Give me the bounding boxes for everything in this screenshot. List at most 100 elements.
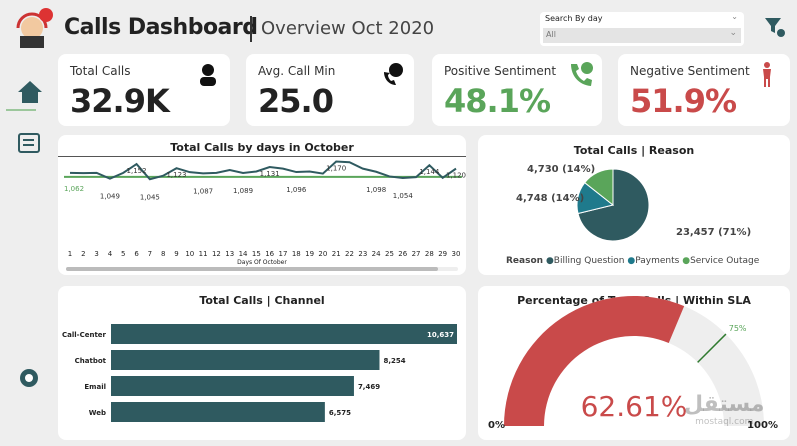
kpi-card-avg-call-min: Avg. Call Min 25.0 xyxy=(246,54,414,126)
x-tick-label: 7 xyxy=(148,250,152,258)
bar-value-label: 6,575 xyxy=(329,409,351,417)
kpi-value: 32.9K xyxy=(70,82,170,120)
x-tick-label: 17 xyxy=(279,250,288,258)
kpi-value: 51.9% xyxy=(630,82,737,120)
active-page-indicator xyxy=(6,109,36,111)
gauge-target-label: 75% xyxy=(729,324,747,333)
x-tick-label: 19 xyxy=(305,250,314,258)
reference-line-label: 1,062 xyxy=(64,185,84,193)
day-filter-slicer[interactable]: Search By day ⌄ All ⌄ xyxy=(540,12,744,46)
data-label: 1,096 xyxy=(286,186,307,194)
headset-user-icon xyxy=(198,62,218,90)
kpi-label: Positive Sentiment xyxy=(444,64,557,78)
data-label: 1,170 xyxy=(326,165,346,173)
details-page-icon[interactable] xyxy=(16,130,42,160)
bar-value-label: 8,254 xyxy=(383,357,405,365)
bar xyxy=(111,350,380,370)
x-tick-label: 9 xyxy=(174,250,178,258)
data-label: 1,045 xyxy=(140,193,160,201)
clear-filter-icon[interactable] xyxy=(764,16,786,38)
kpi-label: Total Calls xyxy=(70,64,131,78)
home-icon[interactable] xyxy=(16,78,44,110)
x-tick-label: 13 xyxy=(225,250,234,258)
x-tick-label: 23 xyxy=(358,250,367,258)
series-line xyxy=(69,160,457,181)
x-axis-title: Days Of October xyxy=(237,259,287,266)
page-title: Calls Dashboard xyxy=(64,15,258,40)
x-tick-label: 18 xyxy=(292,250,301,258)
kpi-label: Negative Sentiment xyxy=(630,64,750,78)
kpi-card-positive-sentiment: Positive Sentiment 48.1% xyxy=(432,54,602,126)
watermark: مستقل mostaql.com xyxy=(684,392,765,427)
x-tick-label: 30 xyxy=(452,250,461,258)
pie-data-label: 4,730 (14%) xyxy=(527,164,595,175)
data-label: 1,098 xyxy=(366,186,386,194)
legend-title: Reason xyxy=(506,256,544,266)
x-tick-label: 16 xyxy=(265,250,274,258)
x-tick-label: 14 xyxy=(239,250,248,258)
x-tick-label: 27 xyxy=(412,250,421,258)
bar xyxy=(111,376,354,396)
filter-label: Search By day xyxy=(545,14,603,23)
chart-title: Total Calls by days in October xyxy=(170,141,354,154)
x-tick-label: 28 xyxy=(425,250,434,258)
kpi-card-negative-sentiment: Negative Sentiment 51.9% xyxy=(618,54,790,126)
pie-data-label: 4,748 (14%) xyxy=(516,193,584,204)
x-tick-label: 21 xyxy=(332,250,341,258)
y-category-label: Web xyxy=(89,409,106,417)
x-tick-label: 12 xyxy=(212,250,221,258)
angry-person-icon xyxy=(758,60,776,92)
data-label: 1,123 xyxy=(166,171,186,179)
gauge-min-label: 0% xyxy=(488,420,505,431)
phone-clock-icon xyxy=(382,62,404,90)
filter-value: All xyxy=(546,30,556,39)
data-label: 1,120 xyxy=(446,172,466,180)
happy-phone-icon xyxy=(568,60,594,92)
chart-title: Total Calls | Reason xyxy=(573,144,695,157)
x-tick-label: 3 xyxy=(94,250,98,258)
data-label: 1,087 xyxy=(193,187,213,195)
y-category-label: Email xyxy=(84,383,106,391)
x-tick-label: 1 xyxy=(68,250,72,258)
data-label: 1,049 xyxy=(100,193,120,201)
pie-data-label: 23,457 (71%) xyxy=(676,227,751,238)
bar xyxy=(111,324,457,344)
pie-chart: 23,457 (71%) 4,748 (14%) 4,730 (14%) xyxy=(516,164,751,242)
chart-title: Total Calls | Channel xyxy=(199,294,325,307)
kpi-label: Avg. Call Min xyxy=(258,64,336,78)
filter-dropdown[interactable]: All ⌄ xyxy=(543,28,741,43)
gauge-target-line xyxy=(697,333,727,363)
gauge-value: 62.61% xyxy=(580,390,688,423)
kpi-card-total-calls: Total Calls 32.9K xyxy=(58,54,230,126)
data-label: 1,152 xyxy=(127,167,147,175)
chevron-down-icon: ⌄ xyxy=(729,28,737,38)
legend-item: Payments xyxy=(635,256,680,266)
x-tick-label: 29 xyxy=(438,250,447,258)
bar xyxy=(111,402,325,422)
x-tick-label: 25 xyxy=(385,250,394,258)
bar-value-label: 7,469 xyxy=(358,383,380,391)
gauge-chart: 75% xyxy=(504,296,764,426)
x-tick-label: 11 xyxy=(199,250,208,258)
x-tick-label: 22 xyxy=(345,250,354,258)
x-tick-label: 15 xyxy=(252,250,261,258)
logo-icon xyxy=(8,6,58,48)
title-divider xyxy=(250,16,252,42)
y-category-label: Chatbot xyxy=(75,357,107,365)
chevron-down-icon: ⌄ xyxy=(731,12,738,21)
legend-item: Service Outage xyxy=(690,256,760,266)
bar-chart-card: Total Calls | Channel Call-Center 10,637 C… xyxy=(58,286,466,440)
x-tick-label: 6 xyxy=(134,250,139,258)
gauge-card: Percentage of Total Calls | Within SLA 7… xyxy=(478,286,790,440)
x-tick-label: 4 xyxy=(108,250,113,258)
data-label: 1,054 xyxy=(393,192,414,200)
line-chart-card: Total Calls by days in October 1,062 1 2 3 4… xyxy=(58,135,466,275)
kpi-value: 25.0 xyxy=(258,82,334,120)
pie-chart-card: Total Calls | Reason 23,457 (71%) 4,748 (… xyxy=(478,135,790,275)
gauge-fill xyxy=(504,296,685,426)
x-tick-label: 24 xyxy=(372,250,381,258)
pie-slice xyxy=(584,168,614,207)
support-agent-icon[interactable] xyxy=(16,366,42,394)
horizontal-scrollbar[interactable] xyxy=(66,267,458,271)
page-subtitle: Overview Oct 2020 xyxy=(261,18,435,39)
